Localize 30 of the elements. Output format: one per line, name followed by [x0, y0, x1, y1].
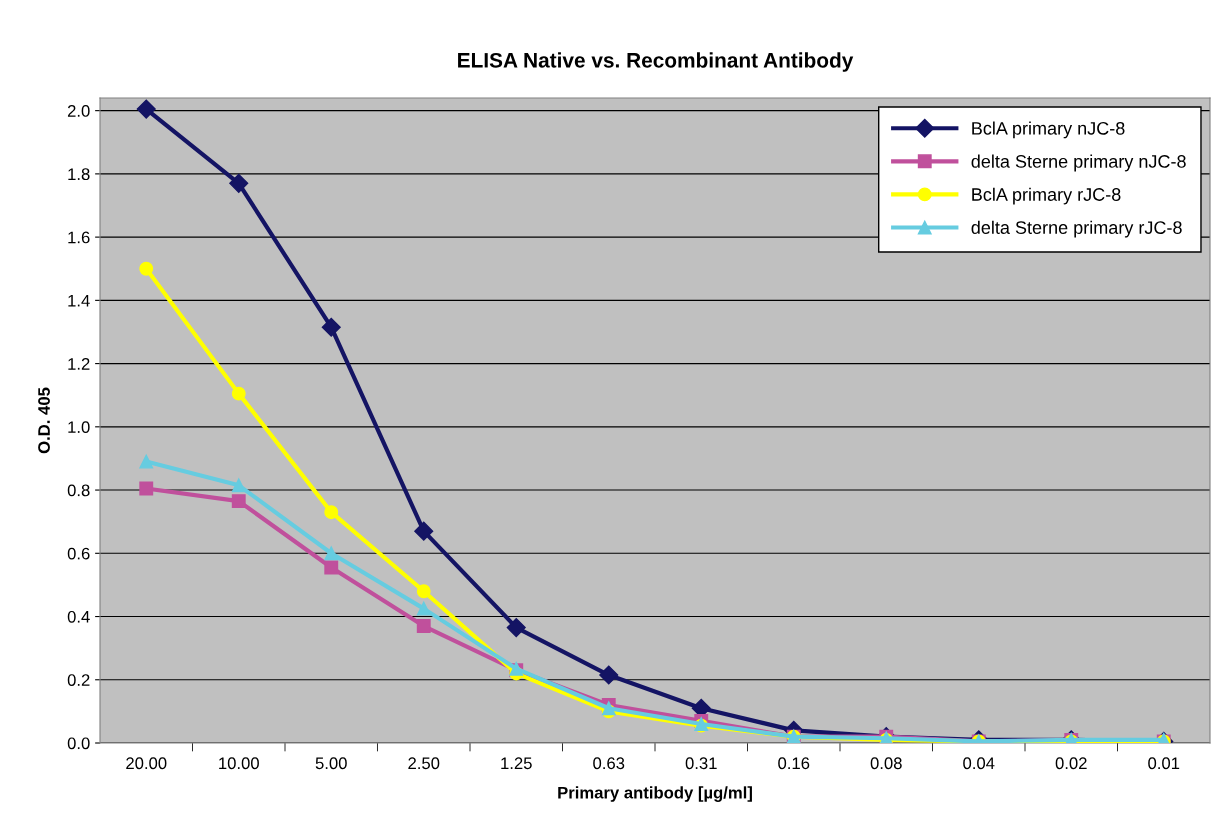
y-tick-label: 1.8 — [68, 168, 90, 181]
x-tick-label: 0.63 — [593, 757, 625, 770]
y-tick-label: 2.0 — [67, 105, 90, 117]
y-tick-label: 1.0 — [68, 421, 90, 434]
legend-label: BclA primary rJC-8 — [972, 187, 1121, 205]
y-tick-label: 1.2 — [68, 357, 90, 370]
x-tick-label: 10.00 — [219, 757, 259, 770]
x-tick-label: 2.50 — [408, 757, 440, 770]
x-tick-label: 0.31 — [685, 757, 717, 770]
legend-label: delta Sterne primary rJC-8 — [971, 220, 1182, 238]
x-tick-label: 0.04 — [963, 757, 995, 770]
y-tick-label: 0.4 — [67, 610, 90, 623]
x-tick-label: 0.01 — [1148, 757, 1180, 770]
x-tick-label: 1.25 — [501, 757, 532, 770]
x-tick-label: 0.16 — [778, 757, 810, 770]
x-tick-label: 20.00 — [126, 757, 167, 770]
y-axis-title: O.D. 405 — [38, 387, 50, 454]
legend-label: delta Sterne primary nJC-8 — [971, 154, 1186, 172]
x-axis-title: Primary antibody [µg/ml] — [558, 786, 752, 802]
y-tick-label: 0.8 — [67, 484, 90, 497]
y-tick-label: 1.4 — [68, 294, 90, 307]
legend-label: BclA primary nJC-8 — [972, 121, 1125, 139]
x-tick-label: 0.08 — [870, 757, 902, 770]
y-tick-label: 1.6 — [68, 231, 90, 244]
y-tick-label: 0.0 — [67, 737, 90, 750]
y-tick-label: 0.2 — [67, 674, 90, 686]
chart-title: ELISA Native vs. Recombinant Antibody — [458, 52, 854, 72]
y-tick-label: 0.6 — [67, 547, 90, 560]
x-tick-label: 5.00 — [315, 757, 347, 770]
x-tick-label: 0.02 — [1055, 757, 1087, 770]
